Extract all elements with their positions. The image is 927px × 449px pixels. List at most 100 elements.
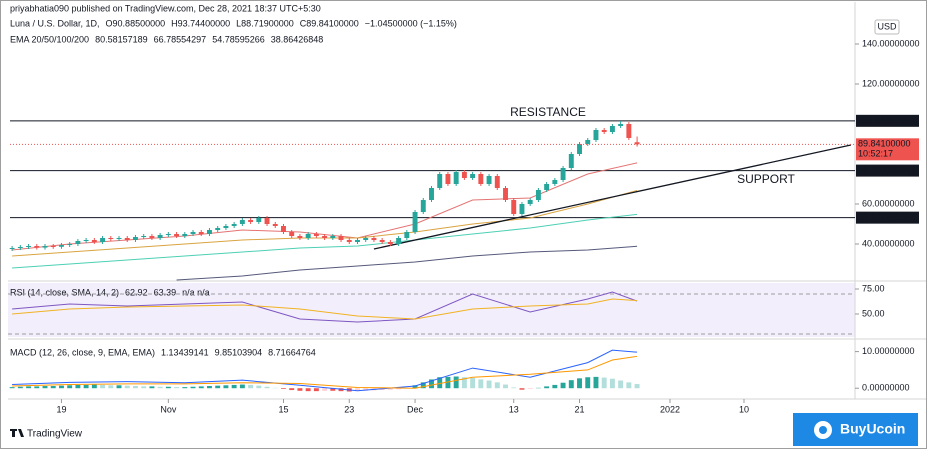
macd-histogram-bar	[503, 384, 508, 389]
publisher: priyabhatia090 published on TradingView.…	[10, 3, 321, 13]
macd-legend-value: 9.85103904	[215, 347, 263, 357]
macd-histogram-bar	[58, 385, 64, 389]
candle-body	[26, 246, 32, 247]
candle-body	[124, 238, 130, 240]
macd-histogram-bar	[91, 384, 97, 389]
macd-histogram-bar	[198, 386, 204, 389]
candle-body	[174, 234, 180, 236]
last-price-label: 89.84100000	[858, 139, 911, 149]
candle-body	[470, 174, 476, 178]
macd-histogram-bar	[83, 384, 89, 389]
macd-histogram-bar	[116, 385, 122, 389]
macd-histogram-bar	[231, 384, 237, 389]
macd-histogram-bar	[478, 379, 484, 389]
level-label-box	[856, 164, 919, 177]
macd-histogram-bar	[17, 386, 23, 389]
candle-body	[511, 200, 517, 214]
macd-histogram-bar	[34, 386, 40, 389]
macd-histogram-bar	[618, 380, 624, 389]
rsi-line	[12, 298, 638, 320]
y-tick-label: 10.00000000	[862, 346, 915, 356]
candle-body	[486, 176, 492, 184]
candle-body	[527, 200, 533, 204]
candle-body	[75, 241, 81, 244]
level-label-box	[856, 211, 919, 224]
support-label: SUPPORT	[737, 172, 795, 186]
ema-legend-value: 80.58157189	[95, 34, 148, 44]
countdown: 10:52:17	[858, 149, 893, 159]
macd-histogram-bar	[437, 377, 443, 389]
level-label: 53.17710636	[858, 212, 911, 222]
button-background[interactable]	[793, 413, 918, 446]
candle-body	[371, 238, 377, 240]
candle-body	[338, 236, 344, 240]
candle-body	[609, 126, 615, 132]
candle-body	[420, 200, 426, 212]
candle-body	[50, 246, 56, 247]
macd-histogram-bar	[445, 376, 451, 389]
candle-body	[91, 240, 97, 242]
macd-histogram-bar	[412, 385, 418, 389]
candle-body	[223, 226, 229, 228]
button-icon-inner	[819, 426, 827, 434]
candle-body	[281, 226, 286, 232]
macd-histogram-bar	[453, 376, 459, 389]
buyucoin-button[interactable]: BuyUcoin	[793, 413, 918, 446]
macd-histogram-bar	[124, 385, 130, 389]
candle-body	[519, 204, 525, 214]
x-tick-label: Dec	[407, 404, 424, 414]
macd-histogram-bar	[396, 388, 402, 390]
candle-body	[461, 172, 467, 178]
macd-histogram-bar	[297, 388, 303, 391]
candle-body	[34, 246, 40, 248]
macd-histogram-bar	[165, 386, 171, 389]
support-box	[739, 171, 794, 188]
candle-body	[404, 232, 410, 238]
candle-body	[132, 237, 138, 240]
macd-line	[12, 355, 638, 389]
ohlc-value: O90.88500000	[106, 18, 166, 28]
candle-body	[248, 220, 254, 222]
macd-histogram-bar	[322, 388, 328, 391]
macd-histogram-bar	[544, 386, 550, 389]
candle-body	[429, 188, 434, 200]
candle-body	[289, 232, 295, 236]
macd-histogram-bar	[248, 384, 254, 389]
ema-legend-value: 38.86426848	[271, 34, 324, 44]
candle-body	[182, 234, 188, 236]
macd-histogram-bar	[577, 378, 582, 389]
candle-body	[67, 244, 73, 245]
candle-body	[577, 144, 582, 154]
ema-line	[12, 189, 638, 257]
y-tick-label: 50.00	[862, 308, 885, 318]
candle-body	[363, 238, 369, 240]
candle-body	[149, 236, 155, 238]
candle-body	[445, 174, 451, 184]
candle-body	[437, 174, 443, 188]
candle-body	[198, 232, 204, 234]
macd-histogram-bar	[609, 378, 615, 389]
button-label[interactable]: BuyUcoin	[840, 421, 905, 437]
candle-body	[453, 172, 459, 184]
macd-histogram-bar	[207, 386, 212, 389]
y-tick-label: 0.00000000	[862, 383, 910, 393]
ema-legend-value: 66.78554297	[154, 34, 207, 44]
macd-histogram-bar	[330, 388, 336, 391]
brand-name: TradingView	[27, 429, 83, 440]
y-tick-label: 120.00000000	[862, 78, 920, 88]
rsi-legend-value: 62.92	[125, 287, 148, 297]
macd-histogram-bar	[100, 384, 106, 389]
candle-body	[322, 236, 328, 238]
candle-body	[355, 240, 360, 242]
level-label: 76.70093294	[858, 165, 911, 175]
candle-body	[17, 247, 23, 248]
last-price-box	[856, 138, 919, 161]
rsi-title: RSI (14, close, SMA, 14, 2)	[10, 287, 119, 297]
candle-body	[503, 188, 508, 200]
ohlc-value: L88.71900000	[236, 18, 294, 28]
macd-histogram-bar	[50, 386, 56, 389]
ohlc-value: H93.74400000	[171, 18, 230, 28]
macd-legend-value: 1.13439141	[161, 347, 209, 357]
